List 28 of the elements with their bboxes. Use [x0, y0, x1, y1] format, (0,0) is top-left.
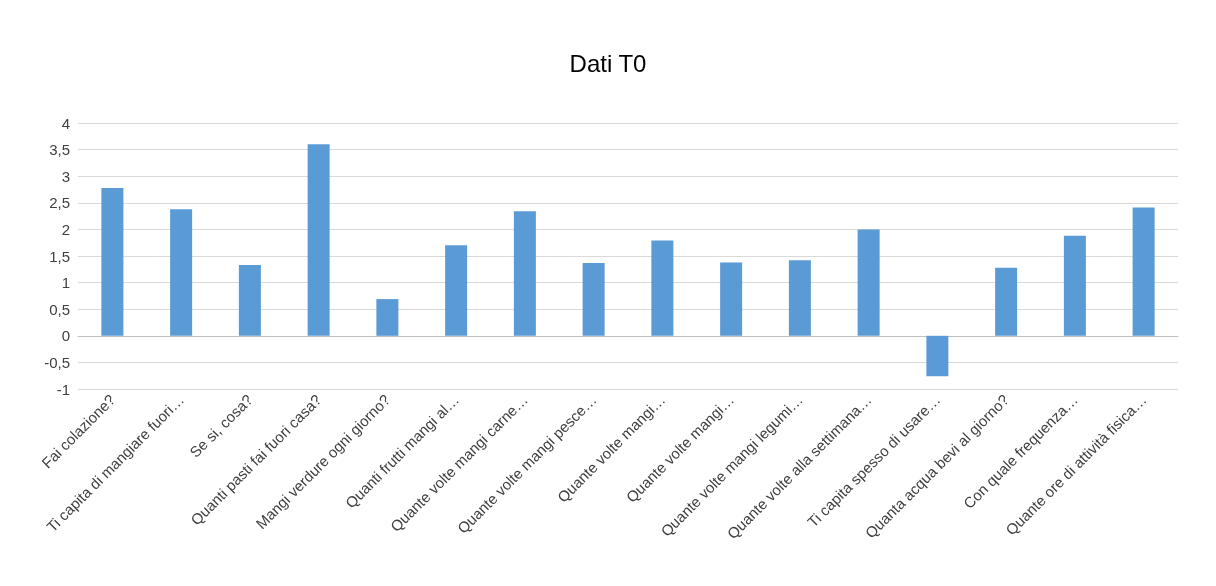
bar: [376, 299, 399, 336]
y-tick-label: 0: [61, 327, 70, 345]
y-tick-label: 3: [61, 167, 70, 185]
bar: [995, 267, 1018, 336]
bar: [445, 245, 468, 336]
bar: [582, 262, 605, 336]
y-tick-label: 1: [61, 274, 70, 292]
y-tick-label: -1: [56, 380, 70, 398]
bar: [513, 211, 536, 336]
bar: [170, 209, 193, 336]
bar: [307, 144, 330, 336]
bar: [720, 262, 743, 336]
chart-title: Dati T0: [569, 49, 647, 77]
bar: [788, 260, 811, 336]
bar: [101, 187, 124, 336]
bar: [926, 335, 949, 377]
bar: [1132, 207, 1155, 336]
y-tick-label: 2,5: [49, 194, 70, 212]
y-tick-label: 0,5: [49, 300, 70, 318]
y-tick-label: 3,5: [49, 141, 70, 159]
y-tick-label: -0,5: [44, 353, 70, 371]
bar: [238, 265, 261, 336]
y-tick-label: 1,5: [49, 247, 70, 265]
bar: [1063, 235, 1086, 336]
y-tick-label: 4: [61, 114, 70, 132]
y-tick-label: 2: [61, 220, 70, 238]
bar: [651, 240, 674, 336]
bar: [857, 229, 880, 336]
